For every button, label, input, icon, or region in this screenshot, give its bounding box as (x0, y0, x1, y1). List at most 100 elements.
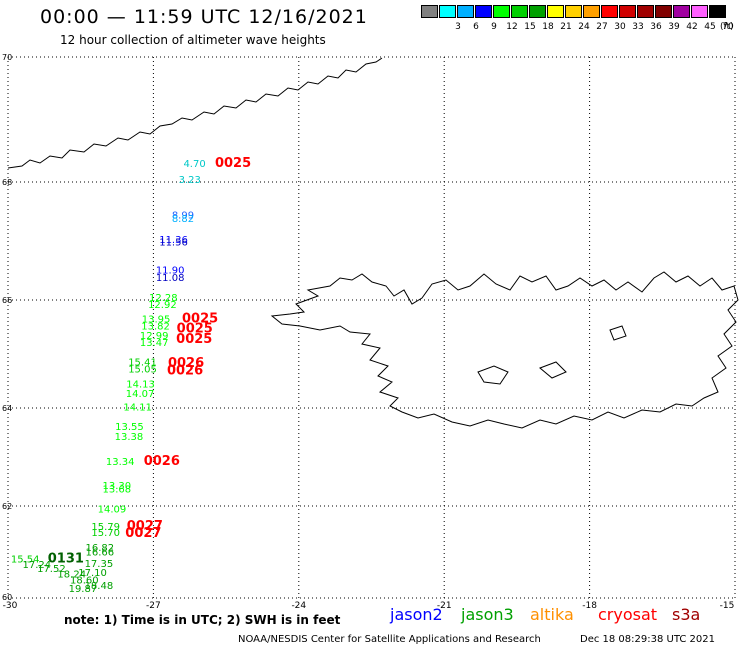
wave-height-label: 12.92 (148, 300, 177, 311)
legend-swatch (655, 5, 672, 18)
wave-height-label: 4.70 (183, 159, 205, 170)
observation-time-label: 0027 (127, 519, 163, 534)
legend-swatch (457, 5, 474, 18)
wave-height-label: 13.30 (103, 481, 132, 492)
satellite-s3a: s3a (672, 605, 701, 624)
legend-swatch (511, 5, 528, 18)
legend-swatch (619, 5, 636, 18)
wave-height-label: 17.24 (23, 560, 52, 571)
y-tick-label: 68 (2, 178, 12, 187)
wave-height-label: 17.35 (85, 559, 114, 570)
satellite-jason3: jason3 (461, 605, 514, 624)
wave-height-label: 15.70 (91, 528, 120, 539)
observation-time-label: 0026 (168, 356, 204, 371)
legend-label: 12 (506, 22, 518, 32)
wave-height-label: 8.99 (172, 211, 194, 222)
legend-label: 24 (578, 22, 590, 32)
y-tick-label: 70 (2, 53, 12, 62)
legend-swatch (547, 5, 564, 18)
wave-height-label: 15.05 (128, 364, 157, 375)
x-tick-label: -24 (291, 601, 306, 611)
greenland-coastline (7, 57, 383, 169)
legend-swatch (493, 5, 510, 18)
x-tick-label: -30 (3, 601, 18, 611)
wave-height-label: 14.09 (98, 504, 127, 515)
legend-label: 39 (668, 22, 680, 32)
wave-height-label: 11.36 (159, 235, 188, 246)
iceland-lake (609, 325, 627, 341)
legend-label: 15 (524, 22, 536, 32)
legend-label: 70 (722, 22, 734, 32)
legend-label: 33 (632, 22, 644, 32)
wave-height-label: 14.07 (126, 389, 155, 400)
legend-label: 3 (455, 22, 461, 32)
legend-label: 9 (491, 22, 497, 32)
legend-swatch (583, 5, 600, 18)
observation-time-label: 0027 (125, 526, 161, 541)
observation-time-label: 0026 (144, 454, 180, 469)
wave-height-label: 15.79 (91, 522, 120, 533)
legend-label: 42 (686, 22, 698, 32)
coastline (7, 57, 739, 429)
wave-height-label: 12.99 (140, 331, 169, 342)
wave-height-label: 8.82 (172, 214, 194, 225)
y-tick-label: 66 (2, 296, 12, 305)
x-tick-label: -15 (720, 601, 735, 611)
wave-height-label: 15.54 (11, 555, 40, 566)
wave-height-label: 13.55 (115, 422, 144, 433)
x-tick-label: -27 (146, 601, 161, 611)
footer-timestamp: Dec 18 08:29:38 UTC 2021 (580, 634, 715, 645)
legend-label: 18 (542, 22, 554, 32)
wave-height-label: 13.82 (141, 322, 170, 333)
satellite-jason2: jason2 (390, 605, 443, 624)
legend-label: 21 (560, 22, 572, 32)
wave-height-label: 15.41 (128, 357, 157, 368)
observation-time-label: 0025 (177, 321, 213, 336)
legend-swatch (601, 5, 618, 18)
wave-height-label: 16.82 (86, 543, 115, 554)
legend-label: 30 (614, 22, 626, 32)
wave-height-label: 13.47 (140, 338, 169, 349)
observation-time-label: 0025 (215, 156, 251, 171)
satellite-cryosat: cryosat (598, 605, 658, 624)
legend-swatch (673, 5, 690, 18)
wave-height-label: 17.10 (78, 568, 107, 579)
wave-height-label: 13.38 (115, 432, 144, 443)
footer-note: note: 1) Time is in UTC; 2) SWH is in fe… (64, 613, 341, 627)
wave-height-label: 11.56 (159, 238, 188, 249)
axis-tick-labels: -30 -27 -24 -21 -18 -15 70 68 66 64 62 60 (2, 53, 734, 611)
legend-swatch (475, 5, 492, 18)
legend-label: 36 (650, 22, 662, 32)
iceland-lake (539, 361, 567, 379)
wave-height-label: 17.52 (37, 564, 66, 575)
satellite-altika: altika (530, 605, 574, 624)
legend-swatch (691, 5, 708, 18)
legend-swatch (565, 5, 582, 18)
wave-height-label: 13.68 (103, 484, 132, 495)
map-title: 00:00 — 11:59 UTC 12/16/2021 (40, 6, 368, 28)
wave-height-label: 18.24 (57, 569, 86, 580)
y-tick-label: 64 (2, 404, 12, 413)
map-subtitle: 12 hour collection of altimeter wave hei… (60, 33, 326, 47)
observation-time-label: 0025 (176, 332, 212, 347)
observation-time-label: 0026 (167, 364, 203, 379)
y-tick-label: 62 (2, 502, 12, 511)
observation-time-label: 0131 (48, 552, 84, 567)
legend-swatch (529, 5, 546, 18)
legend-swatch (421, 5, 438, 18)
wave-height-label: 19.87 (69, 584, 98, 595)
wave-height-label: 13.95 (142, 315, 171, 326)
wave-height-label: 12.28 (149, 293, 178, 304)
y-tick-label: 60 (2, 593, 12, 602)
wave-height-label: 18.48 (85, 581, 114, 592)
observation-time-label: 0025 (182, 312, 218, 327)
legend-swatch (439, 5, 456, 18)
legend-swatch (637, 5, 654, 18)
legend-unit: (ft) (720, 22, 734, 32)
iceland-coastline (270, 271, 739, 429)
legend-swatch (709, 5, 726, 18)
x-tick-label: -21 (437, 601, 452, 611)
legend-label: 45 (704, 22, 716, 32)
wave-height-label: 16.66 (86, 548, 115, 559)
